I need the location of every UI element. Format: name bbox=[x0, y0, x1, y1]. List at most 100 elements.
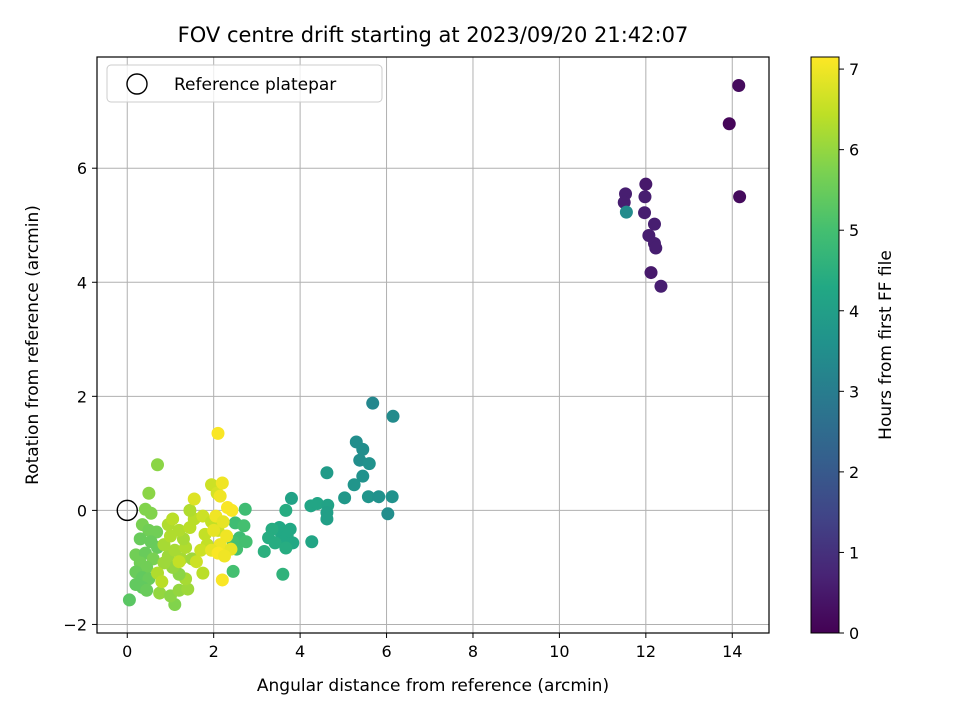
scatter-point bbox=[722, 117, 736, 131]
scatter-point bbox=[654, 279, 668, 293]
scatter-point bbox=[385, 490, 399, 504]
colorbar-tick-label: 2 bbox=[849, 463, 859, 482]
scatter-point bbox=[647, 217, 661, 231]
scatter-point bbox=[320, 466, 334, 480]
x-tick-label: 6 bbox=[381, 642, 391, 661]
y-tick-label: 2 bbox=[77, 387, 87, 406]
scatter-point bbox=[237, 519, 251, 533]
reference-open-circle-icon bbox=[116, 499, 138, 522]
legend-box bbox=[106, 64, 383, 103]
x-axis-label: Angular distance from reference (arcmin) bbox=[257, 676, 609, 696]
y-tick-label: −2 bbox=[63, 615, 87, 634]
reference-marker bbox=[116, 499, 138, 522]
scatter-point bbox=[150, 525, 164, 539]
scatter-point bbox=[142, 486, 156, 500]
scatter-markers bbox=[122, 79, 747, 611]
scatter-point bbox=[144, 506, 158, 520]
scatter-point bbox=[257, 544, 271, 558]
y-tick-label: 4 bbox=[77, 273, 87, 292]
scatter-point bbox=[207, 523, 221, 537]
scatter-point bbox=[238, 502, 252, 516]
x-tick-label: 12 bbox=[636, 642, 656, 661]
scatter-point bbox=[211, 426, 225, 440]
scatter-point bbox=[181, 582, 195, 596]
scatter-point bbox=[151, 458, 165, 472]
y-axis-label: Rotation from reference (arcmin) bbox=[23, 205, 43, 485]
colorbar-tick-label: 0 bbox=[849, 624, 859, 643]
scatter-point bbox=[172, 523, 186, 537]
x-tick-label: 8 bbox=[468, 642, 478, 661]
legend-open-circle-icon bbox=[126, 73, 148, 95]
scatter-point bbox=[362, 457, 376, 471]
x-tick-label: 10 bbox=[549, 642, 569, 661]
scatter-point bbox=[153, 586, 167, 600]
scatter-point bbox=[225, 503, 239, 517]
scatter-point bbox=[217, 549, 231, 563]
colorbar-ticks: 0 1 2 3 4 5 6 7 bbox=[839, 60, 859, 643]
scatter-point bbox=[122, 593, 136, 607]
scatter-point bbox=[617, 195, 631, 209]
scatter-point bbox=[284, 491, 298, 505]
colorbar-tick-label: 5 bbox=[849, 221, 859, 240]
scatter-point bbox=[386, 409, 400, 423]
scatter-point bbox=[213, 489, 227, 503]
colorbar-tick-label: 1 bbox=[849, 543, 859, 562]
scatter-point bbox=[168, 543, 182, 557]
scatter-point bbox=[215, 476, 229, 490]
x-tick-label: 2 bbox=[209, 642, 219, 661]
scatter-point bbox=[381, 507, 395, 521]
colorbar-tick-label: 7 bbox=[849, 60, 859, 79]
scatter-point bbox=[187, 492, 201, 506]
x-tick-label: 0 bbox=[122, 642, 132, 661]
scatter-point bbox=[356, 469, 370, 483]
scatter-point bbox=[649, 241, 663, 255]
scatter-point bbox=[638, 190, 652, 204]
scatter-point bbox=[279, 541, 293, 555]
scatter-point bbox=[155, 575, 169, 589]
legend: Reference platepar bbox=[106, 64, 383, 103]
x-tick-label: 4 bbox=[295, 642, 305, 661]
plot-area bbox=[96, 56, 770, 634]
x-axis: 0 2 4 6 8 10 12 14 bbox=[122, 633, 742, 661]
scatter-point bbox=[356, 442, 370, 456]
scatter-point bbox=[215, 573, 229, 587]
colorbar-gradient bbox=[810, 56, 840, 634]
scatter-point bbox=[639, 177, 653, 191]
legend-entry-label: Reference platepar bbox=[174, 75, 336, 95]
scatter-point bbox=[619, 205, 633, 219]
scatter-point bbox=[194, 543, 208, 557]
scatter-point bbox=[347, 478, 361, 492]
chart-title: FOV centre drift starting at 2023/09/20 … bbox=[178, 23, 689, 47]
scatter-point bbox=[239, 535, 253, 549]
scatter-point bbox=[276, 567, 290, 581]
scatter-point bbox=[310, 497, 324, 511]
colorbar-tick-label: 3 bbox=[849, 382, 859, 401]
scatter-point bbox=[305, 535, 319, 549]
plot-frame bbox=[96, 56, 770, 634]
grid-lines bbox=[97, 57, 769, 633]
y-tick-label: 0 bbox=[77, 501, 87, 520]
y-tick-label: 6 bbox=[77, 159, 87, 178]
scatter-point bbox=[140, 583, 154, 597]
scatter-point bbox=[372, 490, 386, 504]
scatter-point bbox=[189, 555, 203, 569]
scatter-point bbox=[732, 79, 746, 93]
scatter-point bbox=[183, 503, 197, 517]
colorbar-label: Hours from first FF file bbox=[876, 250, 896, 440]
scatter-point bbox=[638, 206, 652, 220]
scatter-point bbox=[172, 555, 186, 569]
scatter-point bbox=[216, 515, 230, 529]
scatter-point bbox=[226, 564, 240, 578]
colorbar: 0 1 2 3 4 5 6 7 Hours from first FF file bbox=[810, 56, 896, 643]
scatter-point bbox=[140, 560, 154, 574]
scatter-point bbox=[338, 491, 352, 505]
scatter-point bbox=[166, 512, 180, 526]
scatter-point bbox=[366, 396, 380, 410]
colorbar-tick-label: 6 bbox=[849, 141, 859, 160]
scatter-point bbox=[196, 566, 210, 580]
scatter-point bbox=[733, 190, 747, 204]
scatter-point bbox=[279, 503, 293, 517]
scatter-point bbox=[133, 532, 147, 546]
